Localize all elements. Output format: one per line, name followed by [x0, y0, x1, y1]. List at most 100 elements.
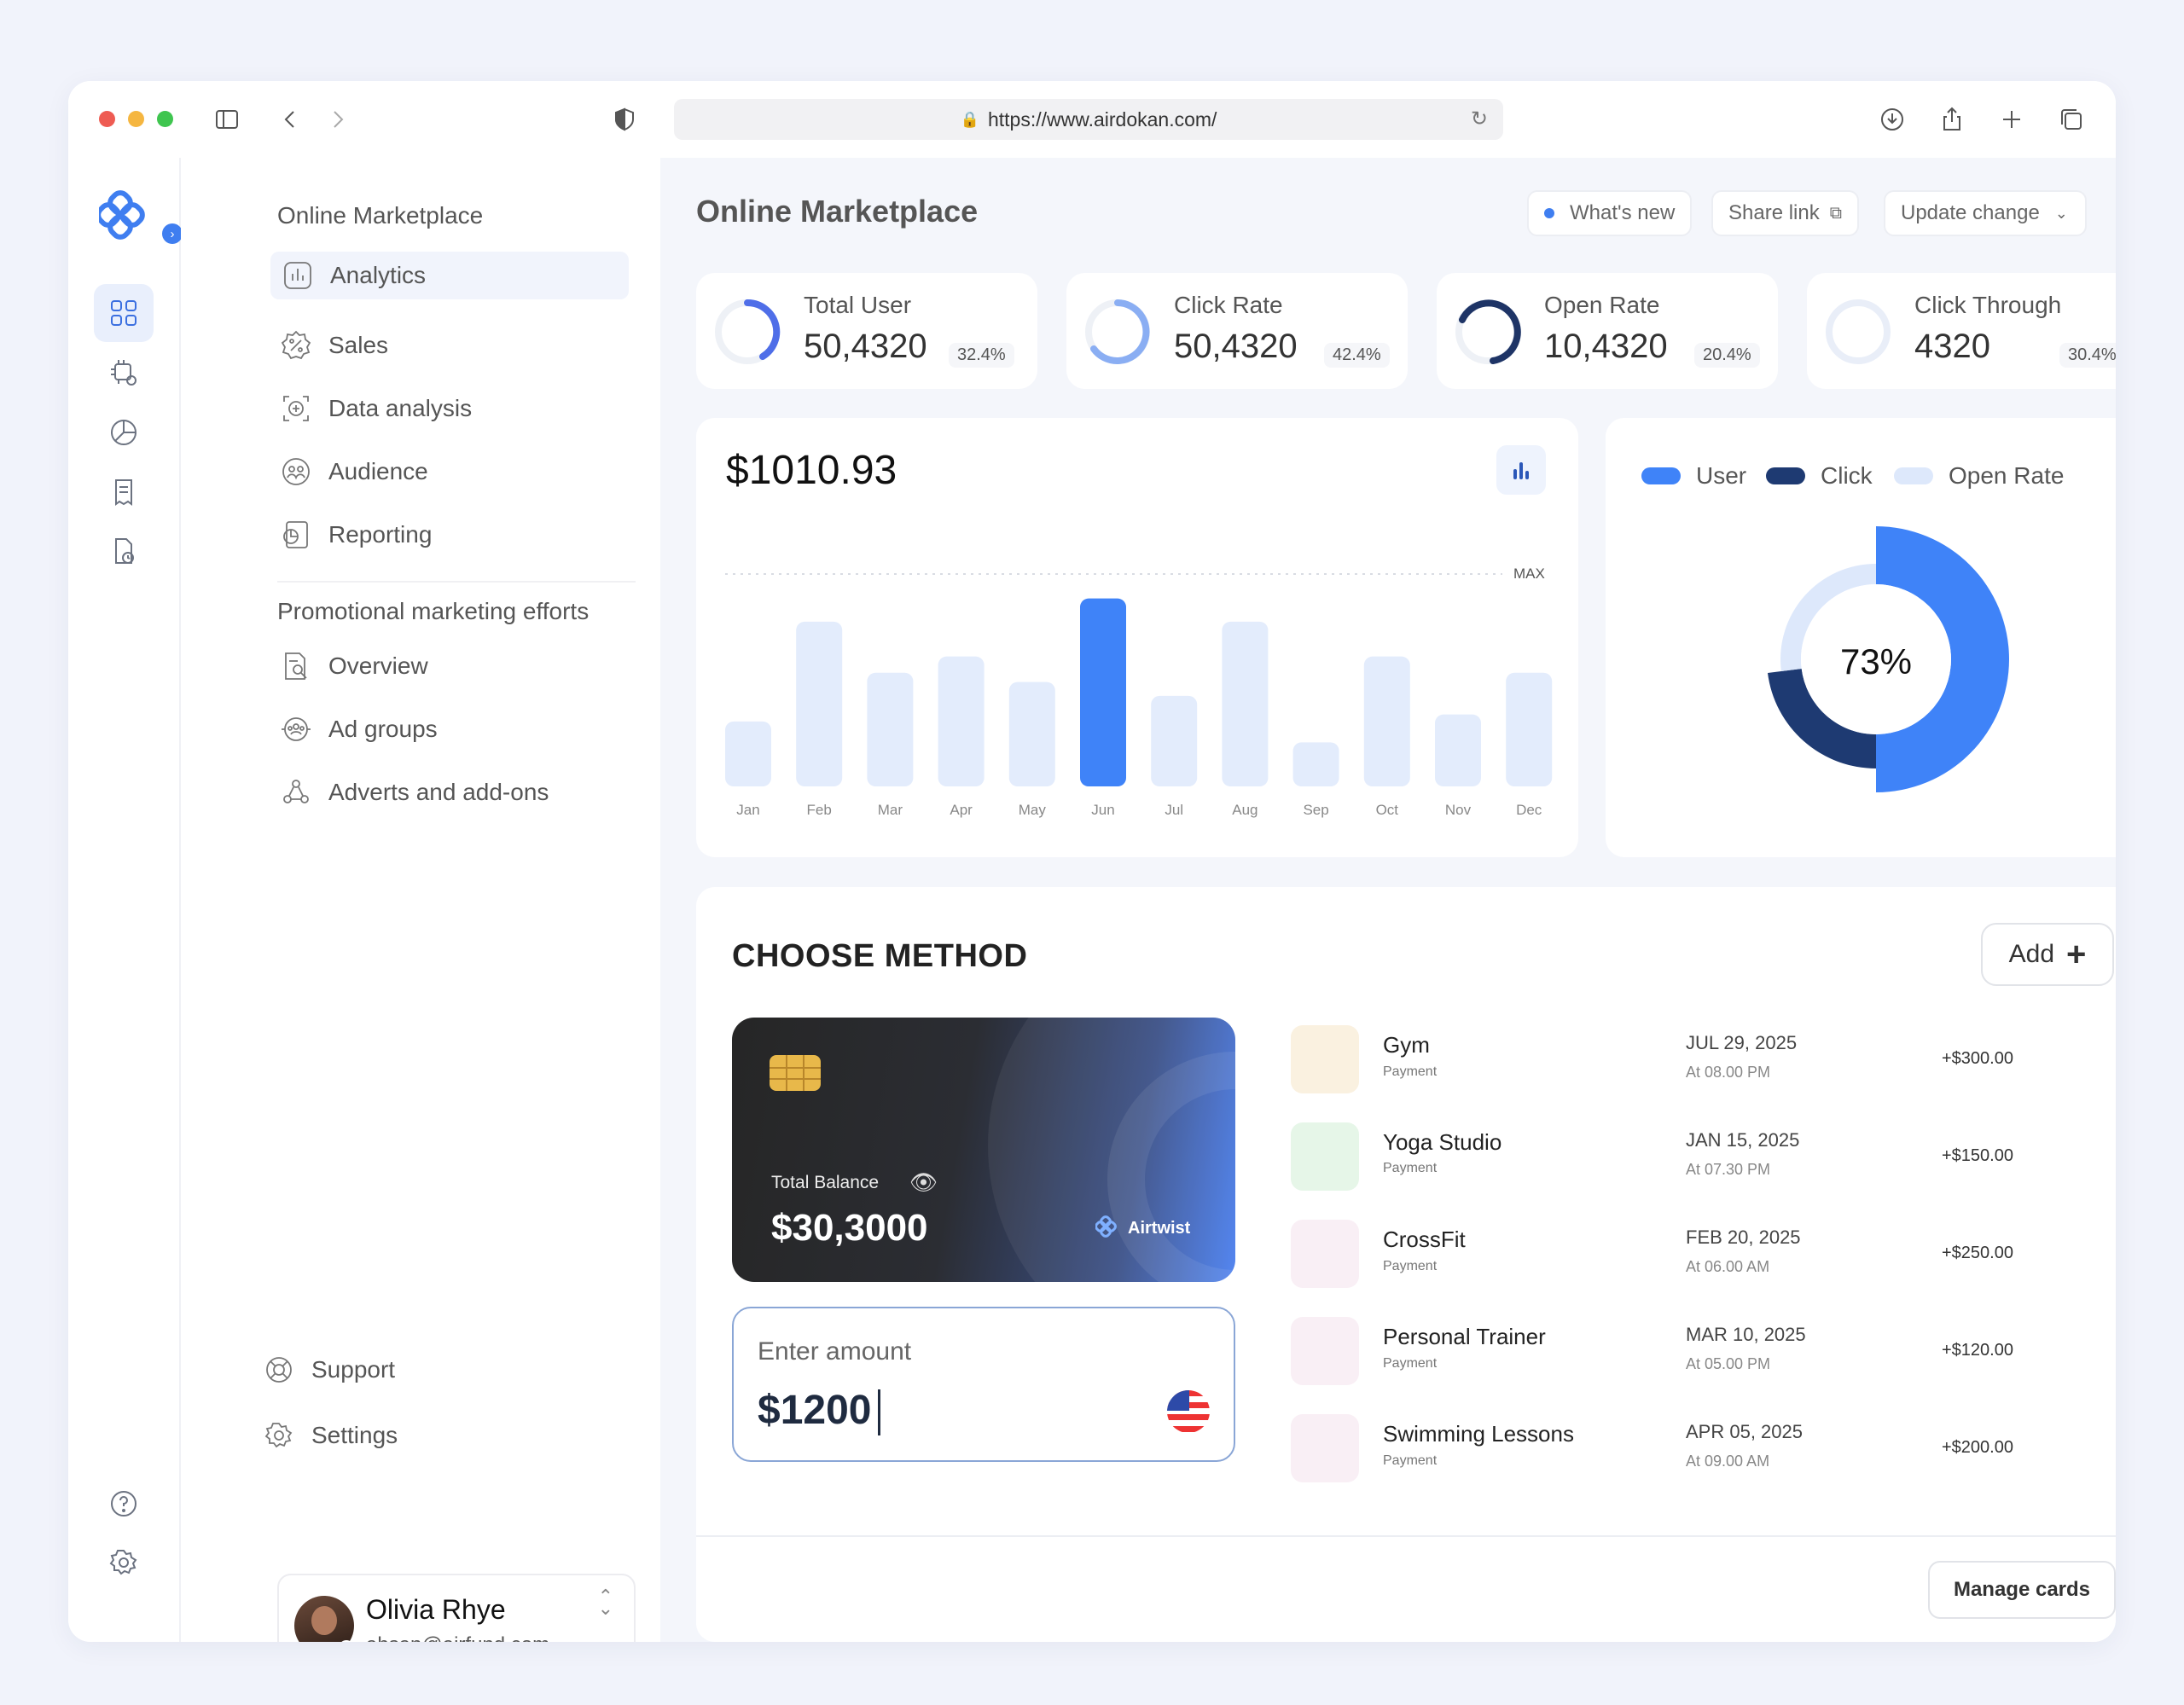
transaction-name[interactable]: Swimming Lessons [1383, 1421, 1574, 1447]
address-bar[interactable]: 🔒 https://www.airdokan.com/ ↻ [674, 99, 1503, 140]
us-flag-icon[interactable] [1167, 1390, 1210, 1433]
app-logo-icon[interactable] [96, 190, 154, 245]
bar-may[interactable] [1008, 681, 1055, 786]
bar-dec[interactable] [1506, 672, 1553, 786]
x-tick-label: Apr [950, 802, 973, 818]
share-link-button[interactable]: Share link ⧉ [1711, 190, 1860, 236]
rail-pie-chart-icon[interactable] [94, 403, 154, 461]
transaction-time: At 06.00 AM [1686, 1258, 1770, 1275]
manage-cards-button[interactable]: Manage cards [1928, 1561, 2116, 1619]
bar-chart: Jan Feb Mar Apr May Jun Jul Aug Sep Oct Nov Dec [725, 573, 1553, 818]
support-icon [266, 1357, 292, 1383]
stat-percent-badge: 32.4% [949, 343, 1014, 368]
transaction-name[interactable]: Yoga Studio [1383, 1129, 1502, 1155]
x-tick-label: Jun [1091, 802, 1114, 818]
main-content: Online Marketplace What's new Share link… [660, 158, 2116, 1642]
eye-icon[interactable]: 👁 [909, 1169, 938, 1195]
avatar [294, 1596, 354, 1642]
back-icon[interactable] [275, 104, 305, 135]
donut-slice-open-rate[interactable] [1780, 564, 1876, 672]
x-tick-label: Jan [736, 802, 759, 818]
bar-aug[interactable] [1222, 621, 1269, 786]
donut-slice-user[interactable] [1876, 526, 2009, 792]
card-divider [696, 1535, 2116, 1537]
x-tick-label: Feb [807, 802, 832, 818]
whats-new-button[interactable]: What's new [1527, 190, 1693, 236]
maximize-window-button[interactable] [157, 111, 173, 127]
bar-feb[interactable] [796, 621, 843, 786]
sidebar-item-sales[interactable]: Sales [270, 322, 629, 369]
minimize-window-button[interactable] [128, 111, 144, 127]
download-icon[interactable] [1877, 104, 1908, 135]
adverts-icon [283, 780, 309, 803]
sidebar-item-analytics[interactable]: Analytics [270, 252, 629, 299]
sidebar-item-data-analysis[interactable]: Data analysis [270, 385, 629, 432]
chevron-up-down-icon[interactable]: ⌃ ⌄ [597, 1586, 613, 1619]
copy-icon: ⧉ [1829, 203, 1843, 223]
stat-value: 50,4320 [804, 328, 927, 365]
x-tick-label: Dec [1516, 802, 1542, 818]
rail-settings-icon[interactable] [94, 1534, 154, 1592]
bar-apr[interactable] [938, 656, 985, 786]
amount-input[interactable]: Enter amount $1200 [732, 1307, 1235, 1462]
transaction-name[interactable]: Personal Trainer [1383, 1324, 1546, 1349]
sidebar-item-ad-groups[interactable]: Ad groups [270, 705, 629, 753]
update-change-dropdown[interactable]: Update change ⌄ [1884, 190, 2087, 236]
user-profile-card[interactable]: Olivia Rhye ahsan@airfund.com ⌃⌄ [277, 1574, 636, 1642]
sidebar-item-adverts[interactable]: Adverts and add-ons [270, 768, 629, 816]
add-button[interactable]: Add + [1981, 923, 2114, 986]
sidebar-toggle-icon[interactable] [212, 104, 242, 135]
bar-jan[interactable] [725, 721, 771, 786]
sidebar-item-label: Sales [328, 332, 389, 358]
sidebar-item-audience[interactable]: Audience [270, 448, 629, 496]
donut-chart-card: User Click Open Rate 73% [1606, 418, 2116, 857]
tabs-overview-icon[interactable] [2056, 104, 2087, 135]
bar-nov[interactable] [1435, 714, 1481, 786]
forward-icon[interactable] [322, 104, 353, 135]
rail-chip-settings-icon[interactable] [94, 344, 154, 402]
sidebar-item-reporting[interactable]: Reporting [270, 511, 629, 559]
browser-window: 🔒 https://www.airdokan.com/ ↻ › Online M… [68, 81, 2116, 1642]
sidebar-section-title-promotional: Promotional marketing efforts [277, 598, 590, 624]
status-dot-icon [1544, 208, 1554, 218]
transaction-thumbnail [1291, 1025, 1359, 1093]
privacy-shield-icon[interactable] [609, 104, 640, 135]
sidebar-item-settings[interactable]: Settings [253, 1412, 612, 1459]
stat-percent-badge: 42.4% [1324, 343, 1390, 368]
bar-mar[interactable] [867, 672, 914, 786]
x-tick-label: Jul [1165, 802, 1183, 818]
bar-jun[interactable] [1080, 598, 1126, 786]
payment-card[interactable]: Total Balance 👁 $30,3000 Airtwist [732, 1018, 1235, 1282]
chart-total: $1010.93 [726, 448, 897, 493]
x-tick-label: Nov [1445, 802, 1472, 818]
sidebar-item-overview[interactable]: Overview [270, 642, 629, 690]
bar-sep[interactable] [1292, 742, 1339, 786]
transaction-name[interactable]: Gym [1383, 1032, 1430, 1058]
whats-new-label: What's new [1570, 201, 1676, 224]
progress-ring-icon [1085, 299, 1150, 364]
expand-rail-icon[interactable]: › [162, 223, 183, 244]
progress-ring-icon [1826, 299, 1891, 364]
close-window-button[interactable] [99, 111, 115, 127]
bar-oct[interactable] [1363, 656, 1410, 786]
x-tick-label: Oct [1376, 802, 1399, 818]
bar-jul[interactable] [1151, 695, 1198, 786]
stat-label: Click Rate [1174, 292, 1283, 318]
rail-help-icon[interactable] [94, 1475, 154, 1533]
reload-icon[interactable]: ↻ [1470, 107, 1488, 130]
card-brand: Airtwist [1095, 1215, 1190, 1241]
donut-slice-click[interactable] [1768, 669, 1876, 768]
share-icon[interactable] [1937, 104, 1967, 135]
transaction-date: MAR 10, 2025 [1686, 1324, 1806, 1345]
transaction-name[interactable]: CrossFit [1383, 1227, 1466, 1252]
new-tab-icon[interactable] [1996, 104, 2027, 135]
rail-document-clock-icon[interactable] [94, 523, 154, 581]
browser-titlebar: 🔒 https://www.airdokan.com/ ↻ [68, 81, 2116, 158]
progress-ring-icon [1455, 299, 1521, 364]
sidebar-item-label: Analytics [330, 262, 427, 288]
stat-label: Open Rate [1544, 292, 1660, 318]
rail-invoice-icon[interactable] [94, 463, 154, 521]
sidebar-item-support[interactable]: Support [253, 1346, 612, 1394]
bar-chart-toggle-icon[interactable] [1496, 445, 1546, 495]
rail-dashboard-icon[interactable] [94, 284, 154, 342]
